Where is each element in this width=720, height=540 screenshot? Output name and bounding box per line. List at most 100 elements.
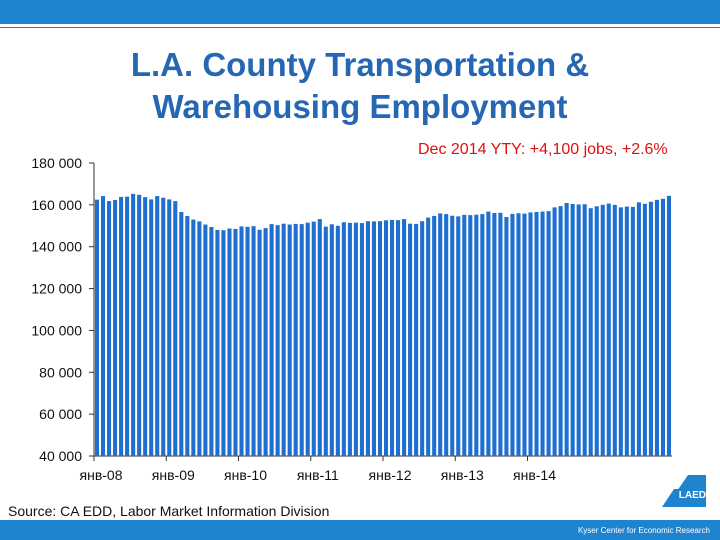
bar [311,221,316,456]
bar [173,201,178,456]
bar [227,228,232,456]
bar [287,224,292,456]
y-tick-label: 120 000 [31,281,82,297]
bar [317,219,322,456]
bar [221,230,226,456]
bar [203,224,208,456]
bar [281,223,286,456]
bar [215,229,220,456]
bar [293,223,298,456]
bar [594,206,599,456]
bar [432,215,437,456]
bar [347,222,352,456]
bar [299,224,304,456]
bar [377,221,383,456]
bar [504,217,509,456]
bar [396,220,401,456]
x-tick-label: янв-12 [369,467,412,483]
bar [654,199,659,456]
bar [305,222,310,456]
bar [197,221,202,456]
bar [426,217,431,456]
bar [516,213,521,456]
bar [606,203,611,456]
bar [534,211,539,456]
bar [131,193,136,456]
bar [179,211,184,456]
bar [630,206,635,456]
bar [492,213,497,456]
top-rule [0,27,720,28]
bar [510,213,515,456]
bar [456,216,461,456]
title-line-1: L.A. County Transportation & [130,46,590,83]
bar [462,214,467,456]
y-tick-label: 40 000 [39,448,82,464]
bar [648,201,653,456]
bar [119,196,124,456]
laedc-logo: LAEDC [662,475,708,507]
y-tick-label: 180 000 [31,155,82,171]
bar [498,212,503,456]
bar [155,196,160,456]
bar [143,197,148,457]
bar [564,202,569,456]
bar [408,223,413,456]
y-tick-label: 140 000 [31,239,82,255]
bar [245,226,250,456]
x-tick-label: янв-14 [513,467,556,483]
bar [275,225,280,456]
bar [383,220,389,456]
footer-credit: Kyser Center for Economic Research [577,526,710,535]
bar [371,221,377,456]
bar [269,224,274,456]
bar [558,206,563,456]
y-tick-label: 160 000 [31,197,82,213]
bar [576,204,581,456]
bar [107,201,112,456]
bar [329,224,334,456]
bar [420,221,425,456]
bar [353,222,358,456]
bar [570,204,575,456]
top-banner [0,0,720,24]
bar [624,206,629,456]
y-tick-label: 80 000 [39,364,82,380]
bar [474,214,479,456]
bar [642,203,647,456]
bar [263,228,268,456]
bar [612,204,617,456]
y-tick-label: 60 000 [39,406,82,422]
x-tick-label: янв-13 [441,467,484,483]
x-tick-label: янв-08 [80,467,123,483]
bar [522,213,527,456]
bar [161,197,166,457]
bar [540,211,545,456]
y-tick-label: 100 000 [31,322,82,338]
bar [480,214,485,456]
logo-text: LAEDC [679,490,708,501]
source-note: Source: CA EDD, Labor Market Information… [8,503,330,519]
x-tick-label: янв-10 [224,467,267,483]
bar [257,229,262,456]
bar [528,212,533,456]
bar [389,219,395,456]
bar [191,219,196,456]
bar [636,202,641,456]
bar [239,226,244,456]
bar [618,207,623,456]
bar [486,211,491,456]
x-tick-label: янв-09 [152,467,195,483]
bar [468,215,473,456]
bar [359,223,364,456]
bar [600,204,605,456]
bar [341,222,346,456]
bar [94,199,100,457]
bar [414,223,419,456]
bar [185,215,190,456]
bar [125,196,130,456]
bottom-banner [0,520,720,540]
bar [666,195,672,457]
bar [552,207,557,456]
